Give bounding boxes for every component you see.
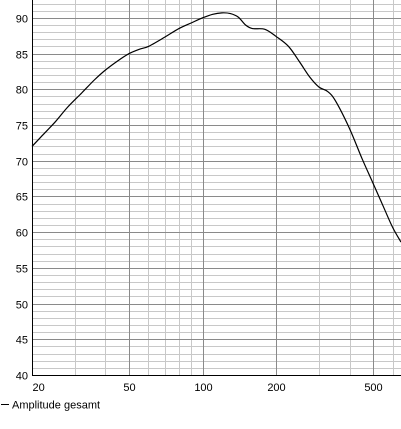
y-tick-label: 65 (16, 192, 28, 204)
legend-label: Amplitude gesamt (12, 400, 100, 412)
y-tick-label: 70 (16, 157, 28, 169)
y-tick-label: 90 (16, 14, 28, 26)
x-tick-label: 200 (267, 382, 285, 394)
x-tick-label: 500 (364, 382, 382, 394)
series-layer (31, 12, 401, 243)
y-tick-label: 80 (16, 85, 28, 97)
y-tick-label: 40 (16, 371, 28, 383)
axis-layer: 40 45 50 55 60 65 70 75 80 85 90 20 50 100 200 500 (16, 0, 401, 394)
y-tick-label: 85 (16, 50, 28, 62)
y-tick-label: 45 (16, 335, 28, 347)
series-line-amplitude-gesamt (31, 12, 401, 243)
y-tick-label: 50 (16, 300, 28, 312)
legend: Amplitude gesamt (1, 400, 100, 412)
grid-layer (32, 0, 401, 376)
y-tick-label: 75 (16, 121, 28, 133)
x-tick-label: 100 (194, 382, 212, 394)
x-tick-label: 50 (123, 382, 135, 394)
y-tick-label: 60 (16, 228, 28, 240)
y-tick-label: 55 (16, 264, 28, 276)
x-tick-label: 20 (33, 382, 45, 394)
